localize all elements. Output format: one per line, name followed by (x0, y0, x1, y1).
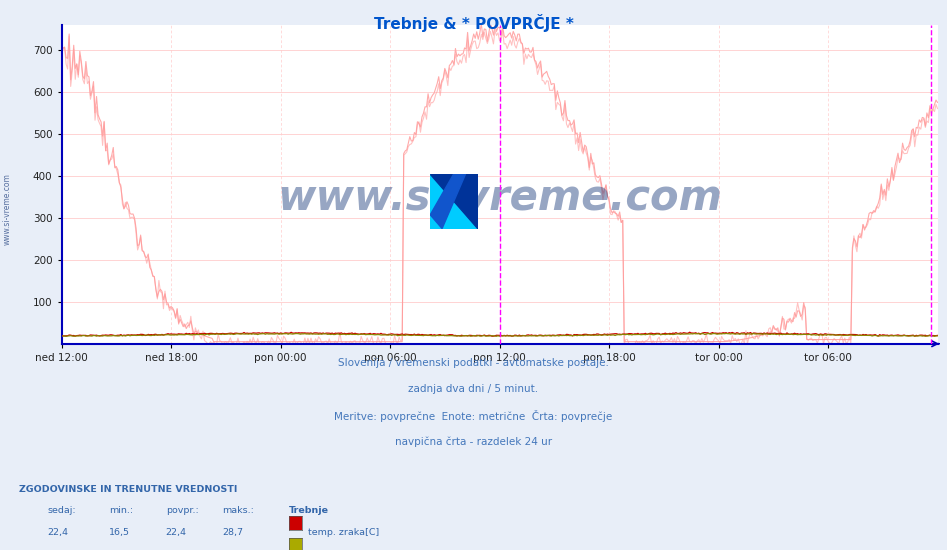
Text: Slovenija / vremenski podatki - avtomatske postaje.: Slovenija / vremenski podatki - avtomats… (338, 358, 609, 367)
Text: 22,4: 22,4 (166, 528, 187, 537)
Text: ZGODOVINSKE IN TRENUTNE VREDNOSTI: ZGODOVINSKE IN TRENUTNE VREDNOSTI (19, 485, 238, 494)
Text: navpična črta - razdelek 24 ur: navpična črta - razdelek 24 ur (395, 437, 552, 447)
Text: temp. zraka[C]: temp. zraka[C] (308, 528, 379, 537)
Polygon shape (430, 174, 477, 229)
Polygon shape (430, 174, 466, 229)
Text: maks.:: maks.: (223, 506, 255, 515)
Text: povpr.:: povpr.: (166, 506, 199, 515)
Text: zadnja dva dni / 5 minut.: zadnja dva dni / 5 minut. (408, 384, 539, 394)
Text: 22,4: 22,4 (47, 528, 68, 537)
Text: www.si-vreme.com: www.si-vreme.com (277, 176, 722, 218)
Text: sedaj:: sedaj: (47, 506, 76, 515)
Text: min.:: min.: (109, 506, 133, 515)
Text: Meritve: povprečne  Enote: metrične  Črta: povprečje: Meritve: povprečne Enote: metrične Črta:… (334, 410, 613, 422)
Text: 16,5: 16,5 (109, 528, 130, 537)
Text: 28,7: 28,7 (223, 528, 243, 537)
Text: Trebnje: Trebnje (289, 506, 329, 515)
Text: www.si-vreme.com: www.si-vreme.com (3, 173, 12, 245)
Text: Trebnje & * POVPRČJE *: Trebnje & * POVPRČJE * (373, 14, 574, 32)
Polygon shape (430, 174, 477, 229)
